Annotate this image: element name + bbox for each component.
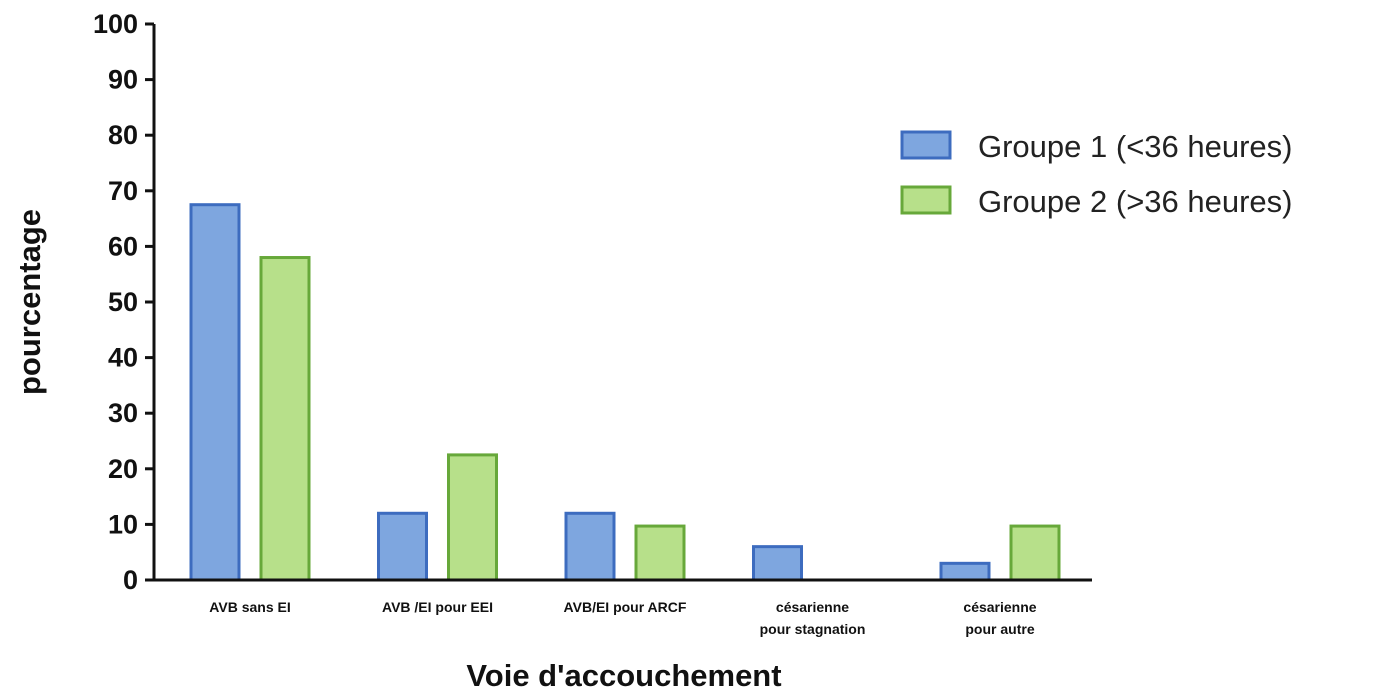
bar-series-2 <box>447 453 498 582</box>
bar-series-1 <box>564 511 616 582</box>
x-tick-label: AVB/EI pour ARCF <box>564 599 687 615</box>
legend-label-series-1: Groupe 1 (<36 heures) <box>978 129 1293 164</box>
bar-series-2 <box>1009 524 1061 582</box>
y-tick-label: 80 <box>108 120 138 150</box>
y-tick-label: 90 <box>108 65 138 95</box>
x-labels-group: AVB sans EI AVB /EI pour EEI AVB/EI pour A… <box>209 599 1037 637</box>
bar-series-1 <box>939 561 991 582</box>
legend-label-series-2: Groupe 2 (>36 heures) <box>978 184 1293 219</box>
bar-series-2 <box>259 256 311 582</box>
bar-series-1 <box>189 203 241 582</box>
y-tick-label: 60 <box>108 231 138 261</box>
bars-group <box>189 203 1061 582</box>
bar-series-1 <box>377 511 428 582</box>
y-axis-title: pourcentage <box>12 209 47 395</box>
y-tick-label: 0 <box>123 565 138 595</box>
y-tick-label: 100 <box>93 9 138 39</box>
bar-series-2 <box>634 524 686 582</box>
y-tick-label: 70 <box>108 176 138 206</box>
y-tick-label: 10 <box>108 509 138 539</box>
x-axis-title: Voie d'accouchement <box>466 658 781 691</box>
x-tick-label: AVB /EI pour EEI <box>382 599 493 615</box>
legend-swatch-series-1 <box>900 130 952 160</box>
bar-series-1 <box>752 545 803 582</box>
y-tick-label: 40 <box>108 343 138 373</box>
y-tick-label: 30 <box>108 398 138 428</box>
y-tick-label: 20 <box>108 454 138 484</box>
y-ticks-group: 0 10 20 30 40 50 60 70 80 90 100 <box>93 9 154 595</box>
legend: Groupe 1 (<36 heures) Groupe 2 (>36 heure… <box>900 129 1293 219</box>
x-tick-label: AVB sans EI <box>209 599 290 615</box>
x-tick-label: césarienne pour autre <box>963 599 1036 637</box>
legend-swatch-series-2 <box>900 185 952 215</box>
y-tick-label: 50 <box>108 287 138 317</box>
x-tick-label: césarienne pour stagnation <box>760 599 866 637</box>
